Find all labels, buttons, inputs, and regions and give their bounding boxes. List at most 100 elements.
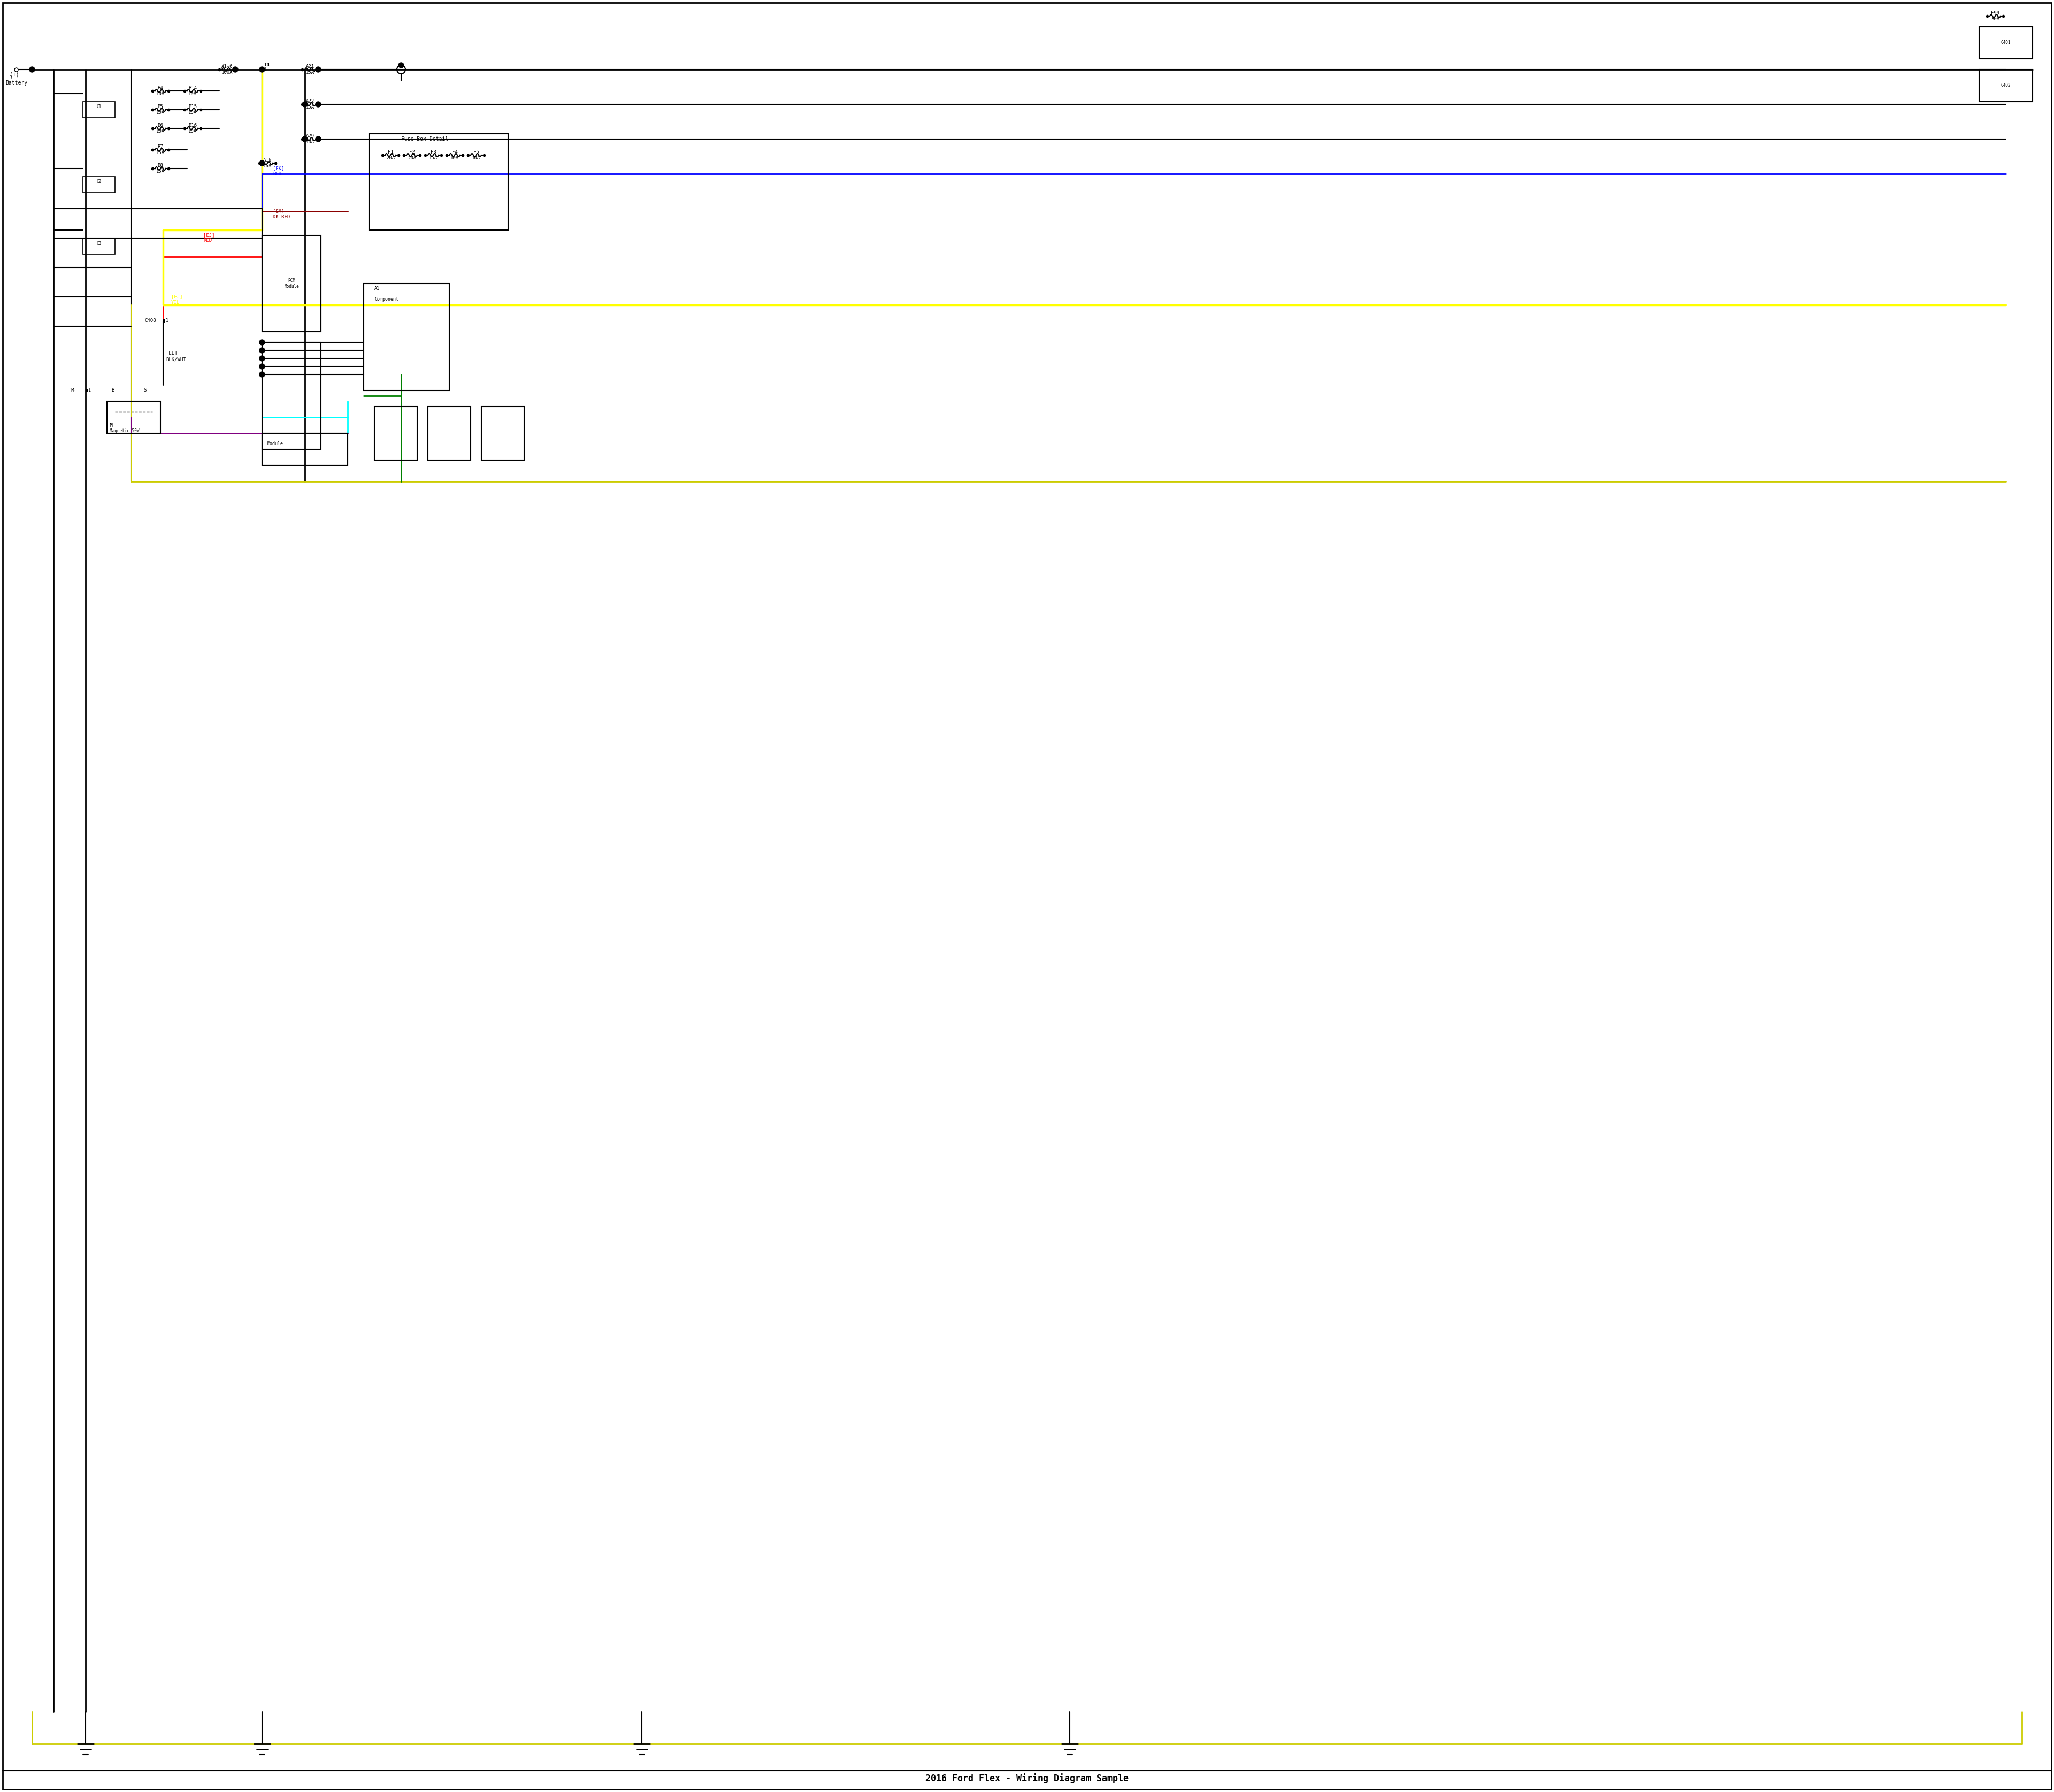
Text: PCM
Module: PCM Module [283,278,300,289]
Text: [EE]: [EE] [166,351,177,355]
Text: 15A: 15A [306,106,314,109]
Text: B: B [111,389,115,392]
Text: 2016 Ford Flex - Wiring Diagram Sample: 2016 Ford Flex - Wiring Diagram Sample [926,1774,1128,1783]
Circle shape [259,357,265,360]
Text: F3: F3 [431,151,435,154]
Text: F1: F1 [388,151,394,154]
Text: 10A: 10A [156,109,164,115]
Text: F2: F2 [409,151,415,154]
Text: 20A: 20A [407,156,417,161]
Circle shape [259,364,265,369]
Text: 10A: 10A [189,129,197,134]
Text: C3: C3 [97,240,101,246]
Text: B14: B14 [189,86,197,90]
Circle shape [232,66,238,72]
Text: M: M [109,423,113,428]
Text: 1: 1 [88,389,90,392]
Circle shape [29,66,35,72]
Text: 15A: 15A [429,156,438,161]
Text: B8: B8 [158,163,164,168]
Text: 20A: 20A [386,156,394,161]
Text: C408: C408 [144,319,156,323]
Text: 100A: 100A [222,70,232,75]
Text: 10A: 10A [472,156,481,161]
Bar [82,238,115,254]
Circle shape [316,66,320,72]
Text: BLK/WHT: BLK/WHT [166,357,187,362]
Bar [364,283,450,391]
Text: Battery: Battery [6,81,27,86]
Circle shape [302,102,308,108]
Text: 1: 1 [10,75,12,81]
Bar [1980,27,2033,59]
Text: [EM]
DK RED: [EM] DK RED [273,210,290,219]
Bar [86,389,88,392]
Text: 15A: 15A [306,70,314,75]
Text: 10A: 10A [156,91,164,97]
Text: RED: RED [203,238,212,244]
Text: 10A: 10A [156,129,164,134]
Bar [263,434,347,466]
Text: 1: 1 [166,319,168,323]
Bar [481,407,524,461]
Text: 30A: 30A [1990,16,1999,22]
Bar [82,102,115,118]
Circle shape [259,348,265,353]
Text: A22: A22 [306,99,314,104]
Text: Magnetic 50W: Magnetic 50W [109,428,140,434]
Text: F4: F4 [452,151,458,154]
Bar [370,134,507,229]
Bar [1980,70,2033,102]
Bar [263,235,320,332]
Text: C402: C402 [2001,82,2011,88]
Text: A16: A16 [263,158,271,163]
Text: C401: C401 [2001,41,2011,45]
Text: [EJ]: [EJ] [203,233,216,238]
Text: A21: A21 [306,65,314,70]
Bar [82,177,115,192]
Text: T4: T4 [70,389,76,392]
Bar [107,401,160,434]
Circle shape [316,136,320,142]
Text: B15: B15 [189,104,197,109]
Text: [EJ]
YEL: [EJ] YEL [170,294,183,305]
Text: B6: B6 [158,124,164,127]
Text: 1: 1 [265,66,267,72]
Text: T1: T1 [265,63,269,68]
Text: 16A: 16A [263,163,271,168]
Text: 15A: 15A [156,168,164,174]
Text: A1: A1 [374,287,380,292]
Text: 10A: 10A [306,140,314,145]
Bar [263,342,320,450]
Text: Component: Component [374,297,398,303]
Text: F5: F5 [472,151,479,154]
Circle shape [259,340,265,346]
Circle shape [259,161,265,167]
Text: B7: B7 [158,145,164,149]
Text: 10A: 10A [450,156,458,161]
Bar [261,68,263,70]
Bar [263,434,347,466]
Circle shape [398,63,405,68]
Text: 15A: 15A [156,151,164,156]
Text: A1-6: A1-6 [222,65,232,70]
Text: F99: F99 [1990,11,1999,16]
Text: S: S [144,389,146,392]
Text: B16: B16 [189,124,197,127]
Text: Module: Module [267,441,283,446]
Circle shape [259,371,265,376]
Text: C2: C2 [97,179,101,185]
Circle shape [302,136,308,142]
Bar [374,407,417,461]
Circle shape [316,102,320,108]
Text: B5: B5 [158,104,164,109]
Bar [427,407,470,461]
Bar [162,319,164,323]
Text: 10A: 10A [189,91,197,97]
Text: 10A: 10A [189,109,197,115]
Text: C1: C1 [97,104,101,109]
Text: B4: B4 [158,86,164,90]
Text: Fuse Box Detail: Fuse Box Detail [401,136,448,142]
Text: A29: A29 [306,134,314,138]
Text: [EK]
BLU: [EK] BLU [273,167,283,176]
